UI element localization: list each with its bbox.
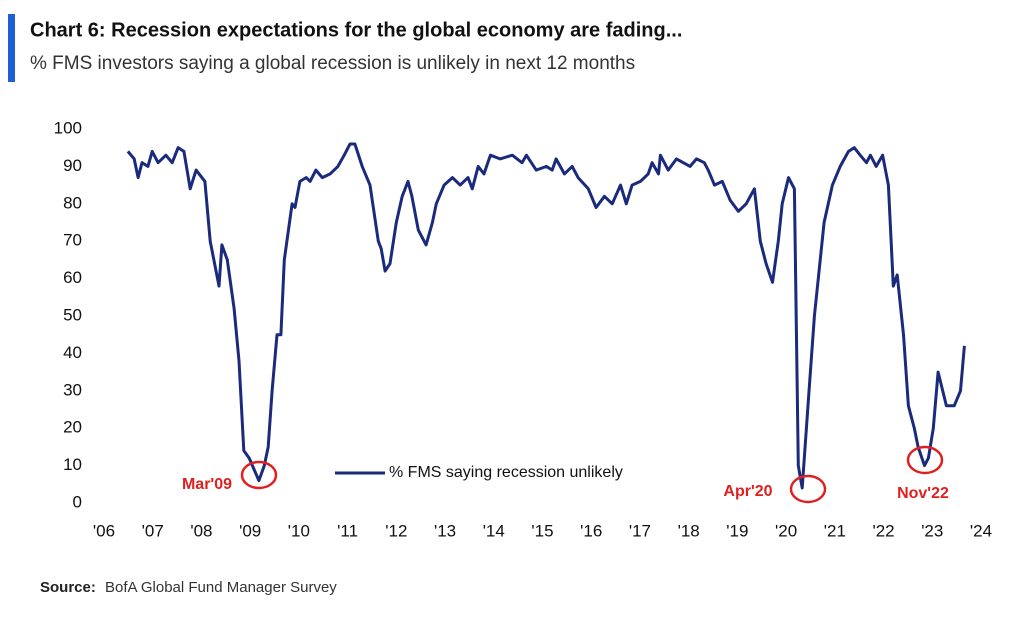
y-tick-label: 90 — [63, 156, 82, 175]
x-tick-label: '21 — [824, 521, 846, 540]
y-tick-label: 20 — [63, 418, 82, 437]
x-tick-label: '23 — [921, 521, 943, 540]
y-tick-label: 80 — [63, 193, 82, 212]
annotation-circle — [906, 445, 944, 475]
x-tick-label: '13 — [434, 521, 456, 540]
y-tick-label: 40 — [63, 343, 82, 362]
x-tick-label: '14 — [483, 521, 505, 540]
x-tick-label: '09 — [239, 521, 261, 540]
x-tick-label: '16 — [580, 521, 602, 540]
x-tick-label: '11 — [337, 521, 358, 540]
annotation: Nov'22 — [897, 485, 949, 502]
x-tick-label: '22 — [872, 521, 894, 540]
y-tick-label: 100 — [54, 118, 82, 137]
source-label: Source: — [40, 579, 96, 596]
x-tick-label: '18 — [678, 521, 700, 540]
x-tick-label: '17 — [629, 521, 651, 540]
x-tick-label: '20 — [775, 521, 797, 540]
chart-title: Chart 6: Recession expectations for the … — [30, 19, 682, 41]
y-tick-label: 70 — [63, 231, 82, 250]
source-text: BofA Global Fund Manager Survey — [105, 579, 337, 596]
y-tick-label: 30 — [63, 380, 82, 399]
y-tick-label: 50 — [63, 305, 82, 324]
y-tick-label: 60 — [63, 268, 82, 287]
title-accent — [8, 14, 15, 82]
x-tick-label: '19 — [726, 521, 748, 540]
line-series — [126, 142, 966, 490]
x-tick-label: '24 — [970, 521, 992, 540]
x-tick-label: '10 — [288, 521, 310, 540]
y-tick-label: 0 — [73, 492, 82, 511]
y-tick-label: 10 — [63, 455, 82, 474]
annotation: Apr'20 — [723, 483, 772, 500]
x-tick-label: '07 — [142, 521, 164, 540]
legend-label: % FMS saying recession unlikely — [389, 464, 623, 481]
chart-subtitle: % FMS investors saying a global recessio… — [30, 53, 635, 74]
x-tick-label: '12 — [385, 521, 407, 540]
annotation: Mar'09 — [182, 476, 232, 493]
annotation-circle — [789, 474, 827, 504]
annotation-circle — [240, 460, 278, 490]
x-tick-label: '06 — [93, 521, 115, 540]
x-tick-label: '15 — [531, 521, 553, 540]
x-tick-label: '08 — [190, 521, 212, 540]
